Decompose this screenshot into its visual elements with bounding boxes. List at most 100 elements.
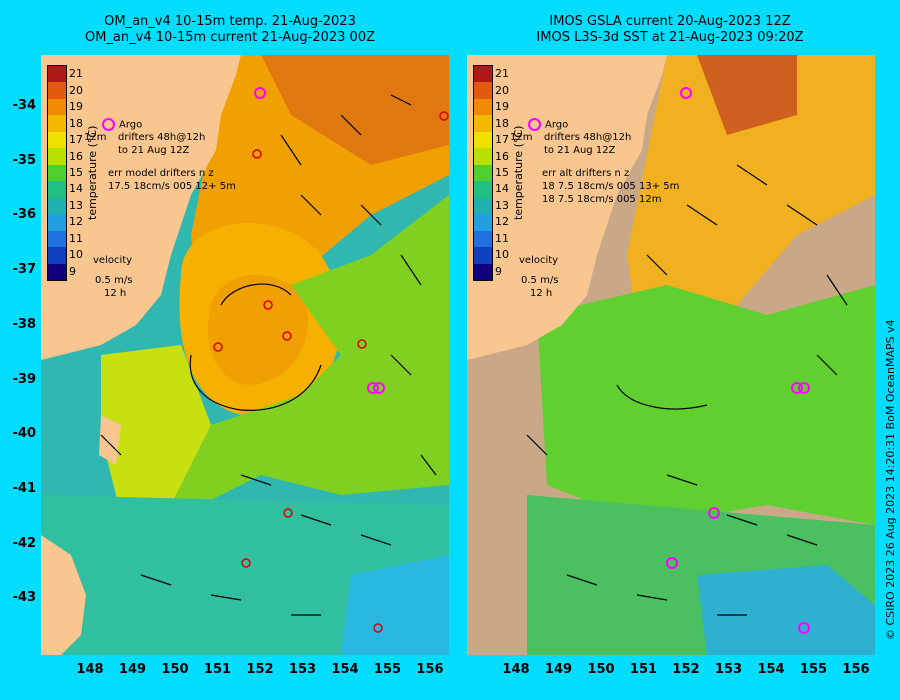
tasmania-east-coast (41, 535, 86, 655)
right-argo-text: Argo (545, 119, 569, 131)
longitude-tick-label: 153 (288, 662, 317, 677)
latitude-tick-label: -41 (12, 480, 37, 496)
colorbar-tick-label: 18 (69, 116, 83, 130)
mainland-australia (41, 55, 241, 360)
longitude-tick-label: 155 (799, 662, 828, 677)
left-err-line1: err model drifters n z (108, 168, 214, 179)
colorbar-swatch (48, 181, 66, 198)
latitude-tick-label: -40 (12, 426, 37, 442)
latitude-tick-label: -34 (12, 98, 37, 113)
sst-warm-north (627, 55, 875, 335)
right-drifters-line1: drifters 48h@12h (544, 132, 632, 143)
colorbar-tick-label: 11 (495, 231, 509, 245)
right-map-panel[interactable] (467, 55, 875, 655)
colorbar-tick-label: 13 (495, 198, 509, 212)
colorbar-swatch (48, 197, 66, 215)
colorbar-tick-label: 14 (495, 182, 509, 196)
cold-south-east (341, 555, 449, 655)
longitude-tick-label: 154 (331, 662, 359, 677)
colorbar-swatch (474, 148, 492, 165)
longitude-tick-label: 148 (76, 662, 104, 677)
colorbar-tick-label: 13 (69, 198, 83, 212)
argo-icon (528, 118, 541, 131)
right-argo-legend: Argo (528, 118, 568, 132)
colorbar-tick-label: 15 (69, 166, 83, 179)
colorbar-swatch (48, 164, 66, 182)
colorbar-tick-label: 9 (69, 264, 76, 278)
longitude-tick-label: 153 (714, 662, 743, 677)
colorbar-tick-label: 19 (69, 100, 83, 114)
colorbar-swatch (48, 263, 66, 280)
longitude-tick-label: 150 (161, 662, 189, 677)
left-argo-legend: Argo (102, 118, 142, 132)
latitude-tick-label: -42 (12, 535, 37, 551)
colorbar-tick-label: 17 (69, 133, 83, 147)
colorbar-swatch (48, 82, 66, 99)
colorbar-tick-label: 14 (69, 182, 83, 196)
left-map-panel[interactable] (41, 55, 449, 655)
latitude-tick-label: -35 (12, 152, 37, 168)
right-colorbar (473, 65, 493, 281)
colorbar-tick-label: 12 (69, 215, 83, 229)
colorbar-tick-label: 12 (495, 215, 509, 229)
right-title-line2: IMOS L3S-3d SST at 21-Aug-2023 09:20Z (536, 30, 804, 45)
colorbar-swatch (474, 230, 492, 248)
argo-icon (102, 118, 115, 131)
left-drifters-line1: drifters 48h@12h (118, 132, 206, 143)
colorbar-swatch (474, 197, 492, 215)
colorbar-tick-label: 21 (495, 67, 509, 81)
left-velocity-label: velocity (93, 255, 133, 266)
credit-text: © CSIRO 2023 26 Aug 2023 14:20:31 BoM Oc… (884, 319, 897, 640)
left-map-svg (41, 55, 449, 655)
current-arrows-right (526, 164, 848, 616)
warm-water-core (261, 55, 449, 165)
colorbar-tick-label: 9 (495, 264, 502, 278)
colorbar-swatch (48, 131, 66, 149)
longitude-tick-label: 149 (118, 662, 147, 677)
colorbar-swatch (48, 66, 66, 83)
latitude-tick-label: -38 (12, 316, 37, 332)
left-colorbar (47, 65, 67, 281)
colorbar-tick-label: 20 (495, 83, 509, 97)
longitude-tick-label: 149 (544, 662, 573, 677)
argo-markers-right[interactable] (666, 87, 810, 634)
right-drifters-prefix: 12m (510, 132, 533, 143)
colorbar-swatch (474, 98, 492, 116)
longitude-tick-label: 156 (416, 662, 444, 677)
right-map-svg (467, 55, 875, 655)
longitude-tick-label: 151 (629, 662, 658, 677)
longitude-tick-label: 156 (842, 662, 870, 677)
sst-cold-south (697, 565, 875, 655)
longitude-tick-label: 148 (502, 662, 530, 677)
left-velocity-time: 12 h (104, 288, 127, 299)
right-drifters-line2: to 21 Aug 12Z (544, 145, 616, 156)
current-arrows (100, 94, 437, 616)
left-err-line2: 17.5 18cm/s 005 12+ 5m (108, 181, 236, 192)
sst-core-north (697, 55, 797, 135)
longitude-tick-label: 152 (246, 662, 274, 677)
longitude-tick-label: 154 (757, 662, 785, 677)
colorbar-tick-label: 18 (495, 116, 509, 130)
mainland-australia-right (467, 55, 667, 360)
colorbar-tick-label: 16 (495, 149, 509, 163)
longitude-tick-label: 155 (373, 662, 402, 677)
colorbar-tick-label: 11 (69, 231, 83, 245)
right-title-line1: IMOS GSLA current 20-Aug-2023 12Z (549, 14, 791, 29)
left-argo-text: Argo (119, 119, 143, 131)
left-velocity-scale: 0.5 m/s (95, 275, 133, 286)
latitude-tick-label: -37 (12, 262, 37, 278)
drifter-markers[interactable] (213, 111, 449, 633)
colorbar-swatch (48, 98, 66, 116)
colorbar-swatch (474, 247, 492, 264)
latitude-tick-label: -36 (12, 207, 37, 223)
latitude-tick-label: -43 (12, 590, 37, 606)
colorbar-swatch (474, 82, 492, 99)
right-velocity-scale: 0.5 m/s (521, 275, 559, 286)
flinders-island (99, 415, 121, 465)
longitude-tick-label: 151 (203, 662, 232, 677)
colorbar-swatch (48, 230, 66, 248)
left-title: OM_an_v4 10-15m temp. 21-Aug-2023 OM_an_… (60, 14, 400, 46)
right-velocity-time: 12 h (530, 288, 553, 299)
argo-markers[interactable] (254, 87, 385, 394)
colorbar-swatch (474, 164, 492, 182)
